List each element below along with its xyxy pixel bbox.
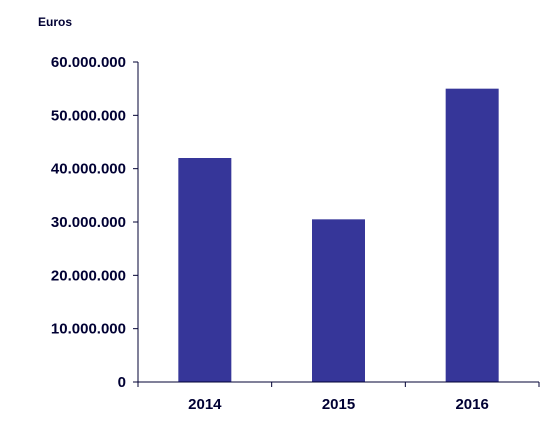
- y-tick-label: 20.000.000: [51, 267, 126, 284]
- x-tick-label: 2016: [455, 396, 488, 413]
- x-tick-label: 2014: [188, 396, 222, 413]
- x-axis: 2014 2015 2016: [137, 381, 540, 413]
- y-tick-label: 40.000.000: [51, 161, 126, 178]
- y-tick-label: 10.000.000: [51, 321, 126, 338]
- y-tick-label: 50.000.000: [51, 107, 126, 124]
- bars: [178, 88, 499, 383]
- y-tick-label: 60.000.000: [51, 54, 126, 71]
- y-axis: 0 10.000.000 20.000.000 30.000.000 40.000.00…: [51, 54, 139, 391]
- y-tick-label: 0: [118, 374, 126, 391]
- bar-2015: [312, 219, 365, 382]
- y-axis-label: Euros: [38, 15, 72, 29]
- x-tick-label: 2015: [322, 396, 355, 413]
- bar-2014: [178, 158, 232, 382]
- bar-2016: [445, 88, 499, 383]
- y-tick-label: 30.000.000: [51, 214, 126, 231]
